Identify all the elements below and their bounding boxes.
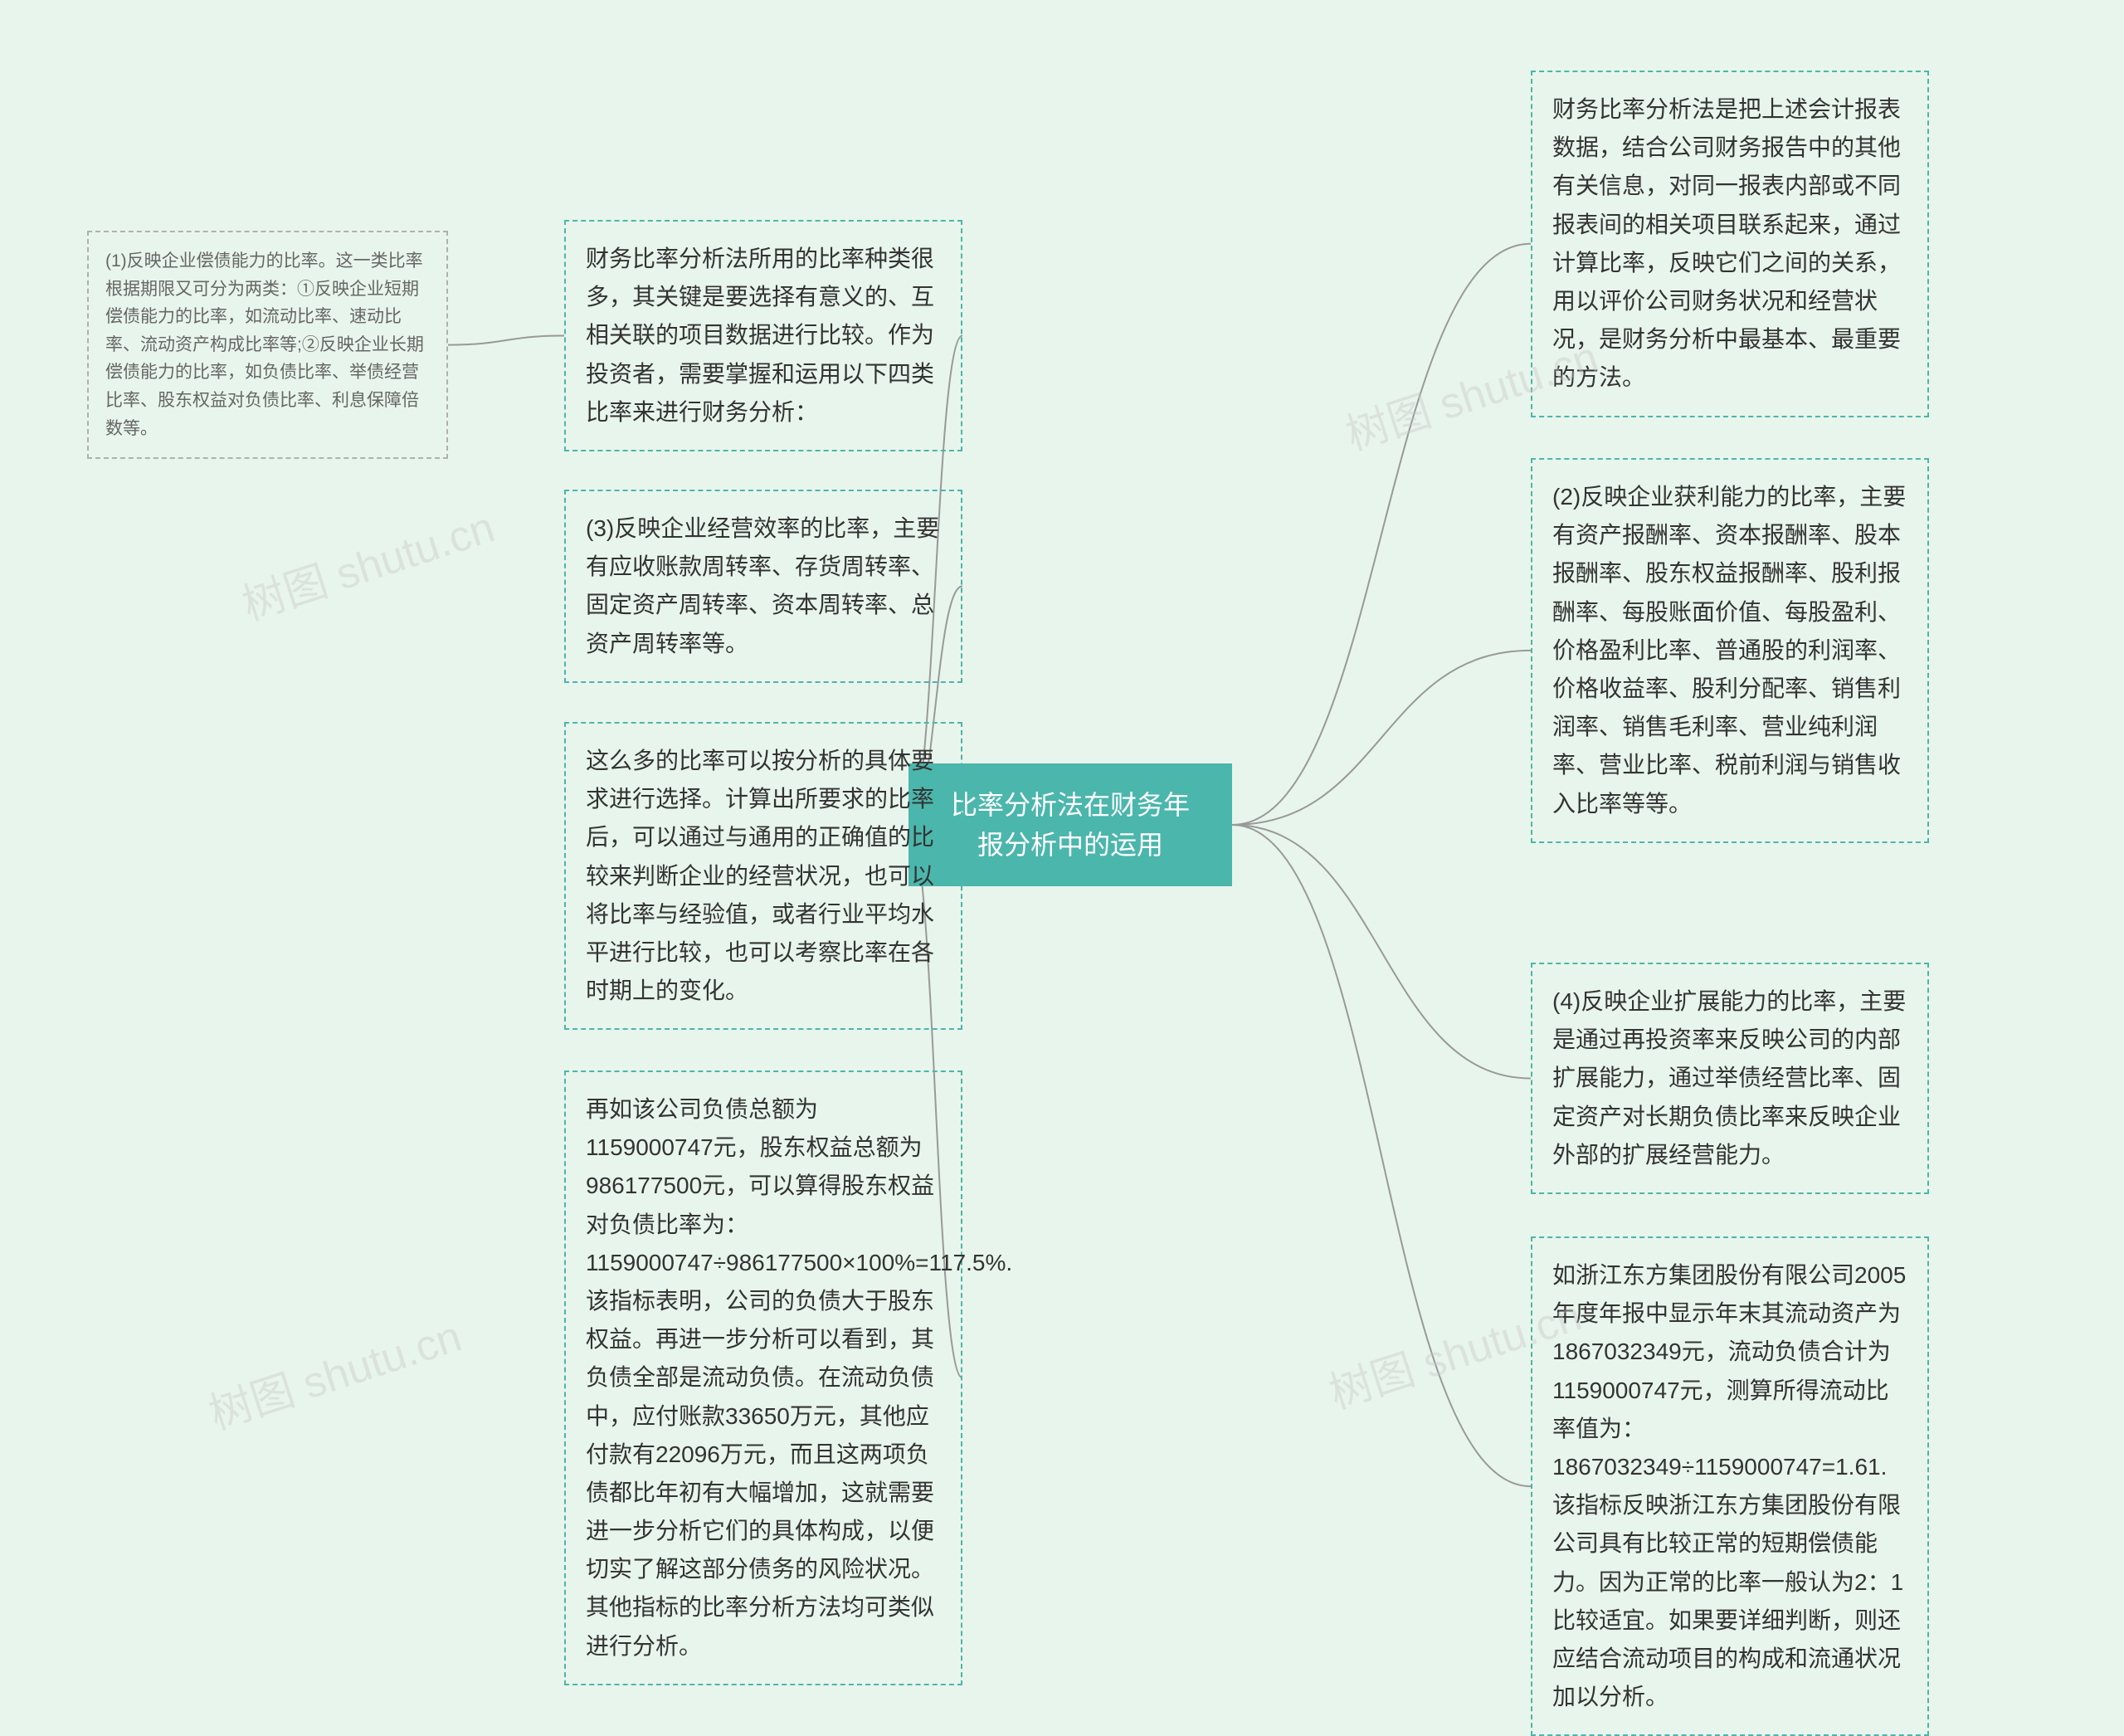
watermark-1: 树图 shutu.cn bbox=[233, 492, 501, 632]
watermark-3: 树图 shutu.cn bbox=[200, 1301, 468, 1441]
branch-left-4[interactable]: 再如该公司负债总额为1159000747元，股东权益总额为986177500元，… bbox=[564, 1070, 962, 1685]
mindmap-canvas: 比率分析法在财务年报分析中的运用 财务比率分析法是把上述会计报表数据，结合公司财… bbox=[0, 0, 2124, 1666]
branch-left-3[interactable]: 这么多的比率可以按分析的具体要求进行选择。计算出所要求的比率后，可以通过与通用的… bbox=[564, 722, 962, 1030]
branch-left-1[interactable]: 财务比率分析法所用的比率种类很多，其关键是要选择有意义的、互相关联的项目数据进行… bbox=[564, 220, 962, 451]
branch-left-2[interactable]: (3)反映企业经营效率的比率，主要有应收账款周转率、存货周转率、固定资产周转率、… bbox=[564, 490, 962, 683]
branch-right-1[interactable]: 财务比率分析法是把上述会计报表数据，结合公司财务报告中的其他有关信息，对同一报表… bbox=[1531, 71, 1929, 417]
branch-right-2[interactable]: (2)反映企业获利能力的比率，主要有资产报酬率、资本报酬率、股本报酬率、股东权益… bbox=[1531, 458, 1929, 843]
sub-node-left-1[interactable]: (1)反映企业偿债能力的比率。这一类比率根据期限又可分为两类：①反映企业短期偿债… bbox=[87, 231, 448, 459]
branch-right-4[interactable]: 如浙江东方集团股份有限公司2005年度年报中显示年末其流动资产为18670323… bbox=[1531, 1236, 1929, 1736]
branch-right-3[interactable]: (4)反映企业扩展能力的比率，主要是通过再投资率来反映公司的内部扩展能力，通过举… bbox=[1531, 963, 1929, 1194]
